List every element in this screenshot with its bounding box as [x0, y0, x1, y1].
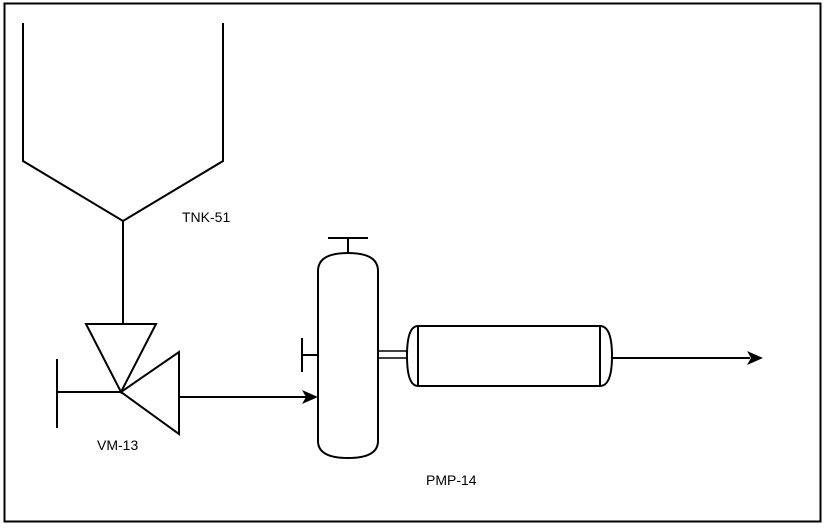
tank-label: TNK-51 [182, 209, 230, 225]
pump-pmp-14 [301, 237, 614, 460]
tank-tnk-51 [22, 23, 224, 223]
flow-arrow-outlet [747, 351, 763, 365]
valve-label: VM-13 [97, 437, 138, 453]
pump-label: PMP-14 [426, 472, 477, 488]
diagram-frame [3, 2, 822, 523]
flow-arrow-to-pump [302, 390, 318, 404]
valve-vm-13 [56, 323, 180, 436]
